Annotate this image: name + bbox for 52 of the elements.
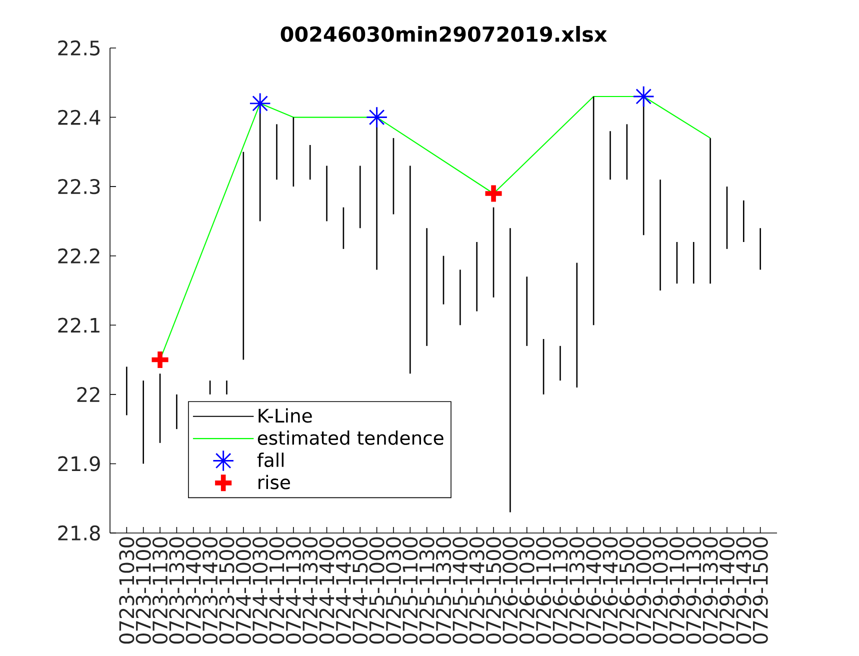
x-tick-label: 0723-1030 bbox=[119, 537, 134, 644]
x-tick-label: 0726-1030 bbox=[519, 537, 534, 644]
x-tick-label: 0726-1100 bbox=[536, 537, 552, 644]
x-tick-label: 0724-1400 bbox=[319, 537, 334, 644]
legend-label: K-Line bbox=[258, 408, 312, 423]
x-tick-label: 0723-1330 bbox=[169, 537, 184, 644]
legend-label: fall bbox=[257, 452, 284, 468]
x-tick-label: 0723-1500 bbox=[219, 537, 234, 644]
x-tick-label: 0724-1430 bbox=[336, 537, 352, 644]
x-tick-label: 0725-1430 bbox=[469, 537, 484, 644]
y-tick-label: 22.3 bbox=[58, 179, 100, 194]
x-tick-label: 0723-1430 bbox=[202, 537, 218, 644]
x-tick-label: 0729-1430 bbox=[736, 537, 752, 644]
x-tick-label: 0724-1030 bbox=[252, 537, 268, 644]
x-tick-label: 0726-1430 bbox=[602, 537, 618, 644]
x-tick-label: 0725-1400 bbox=[452, 537, 468, 644]
x-tick-label: 0723-1100 bbox=[136, 537, 151, 644]
x-tick-label: 0724-1500 bbox=[352, 537, 368, 644]
y-tick-label: 21.9 bbox=[58, 456, 100, 472]
x-tick-label: 0726-1000 bbox=[502, 537, 518, 644]
x-tick-label: 0729-1100 bbox=[669, 537, 685, 644]
chart-title: 00246030min29072019.xlsx bbox=[280, 26, 607, 42]
y-tick-label: 22.1 bbox=[58, 318, 100, 333]
legend-label: rise bbox=[258, 474, 290, 490]
x-tick-label: 0729-1330 bbox=[702, 537, 718, 644]
x-tick-label: 0726-1130 bbox=[552, 537, 568, 644]
y-tick-label: 22.5 bbox=[58, 40, 100, 56]
legend-label: estimated tendence bbox=[258, 430, 444, 445]
y-tick-label: 22.4 bbox=[58, 110, 100, 125]
y-tick-label: 21.8 bbox=[58, 525, 100, 541]
x-tick-label: 0724-1100 bbox=[269, 537, 284, 644]
x-tick-label: 0724-1330 bbox=[302, 537, 318, 644]
y-tick-label: 22 bbox=[77, 387, 100, 402]
x-tick-label: 0725-1100 bbox=[402, 537, 418, 644]
x-tick-label: 0725-1000 bbox=[369, 537, 384, 644]
x-tick-label: 0723-1130 bbox=[152, 537, 168, 644]
x-tick-label: 0729-1030 bbox=[652, 537, 668, 644]
x-tick-label: 0726-1330 bbox=[569, 537, 584, 644]
x-tick-label: 0729-1400 bbox=[719, 537, 735, 644]
x-tick-label: 0726-1500 bbox=[619, 537, 635, 644]
x-tick-label: 0725-1130 bbox=[419, 537, 434, 644]
x-tick-label: 0729-1000 bbox=[636, 537, 652, 644]
x-tick-label: 0729-1130 bbox=[686, 537, 702, 644]
x-tick-label: 0725-1030 bbox=[386, 537, 402, 644]
y-tick-label: 22.2 bbox=[58, 248, 100, 264]
x-tick-label: 0724-1130 bbox=[286, 537, 301, 644]
x-tick-label: 0725-1500 bbox=[486, 537, 502, 644]
x-tick-label: 0724-1000 bbox=[236, 537, 251, 644]
x-tick-label: 0726-1400 bbox=[586, 537, 602, 644]
x-tick-label: 0723-1400 bbox=[186, 537, 201, 644]
x-tick-label: 0729-1500 bbox=[752, 537, 768, 644]
x-tick-label: 0725-1330 bbox=[436, 537, 452, 644]
